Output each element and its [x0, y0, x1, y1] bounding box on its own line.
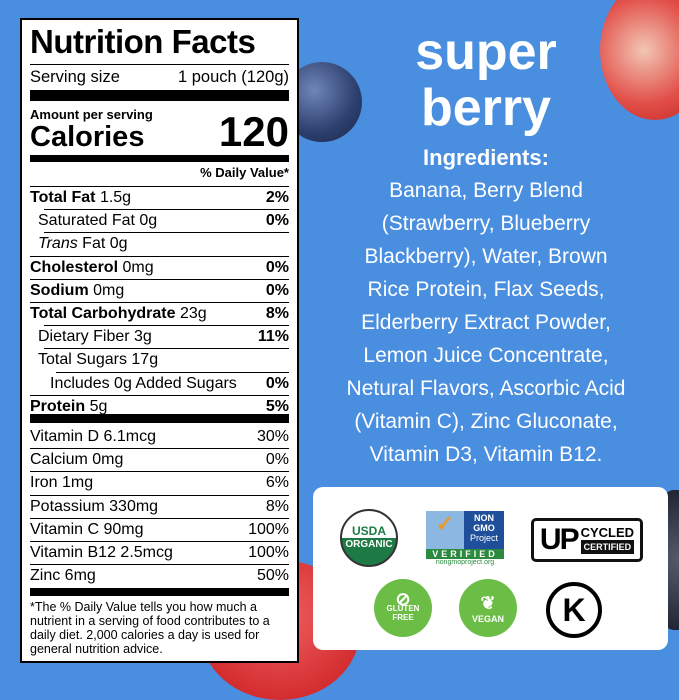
- certifications-panel: USDA ORGANIC ✓ NON GMO Project VERIFIED nong…: [313, 487, 668, 650]
- nutrient-row: Total Carbohydrate 23g 8%: [30, 305, 289, 322]
- nutrient-row: Trans Fat 0g: [38, 235, 128, 253]
- ingredient-line: Vitamin D3, Vitamin B12.: [369, 443, 603, 466]
- kosher-icon: K: [546, 582, 602, 638]
- ingredient-line: Elderberry Extract Powder,: [361, 311, 611, 334]
- serving-size: Serving size 1 pouch (120g): [30, 68, 289, 86]
- nutrient-row: Includes 0g Added Sugars 0%: [50, 374, 289, 392]
- gluten-free-icon: ⊘ GLUTEN FREE: [374, 579, 432, 637]
- non-gmo-verified-icon: ✓ NON GMO Project VERIFIED nongmoproject.or…: [426, 509, 504, 567]
- nutrition-facts-label: Nutrition Facts Serving size 1 pouch (120…: [20, 18, 299, 663]
- ingredient-line: (Strawberry, Blueberry: [381, 212, 591, 235]
- ingredients-list: Banana, Berry Blend (Strawberry, Blueberr…: [305, 174, 667, 471]
- ingredient-line: Lemon Juice Concentrate,: [363, 344, 609, 367]
- ingredient-line: Banana, Berry Blend: [389, 179, 583, 202]
- vitamin-row: Vitamin C 90mg 100%: [30, 520, 289, 538]
- nutrient-row: Total Sugars 17g: [38, 351, 159, 369]
- nutrient-row: Saturated Fat 0g 0%: [38, 212, 289, 230]
- product-name-line2: berry: [420, 79, 552, 137]
- vitamin-row: Calcium 0mg 0%: [30, 451, 289, 469]
- product-name-line1: super: [415, 23, 557, 81]
- nutrient-row: Sodium 0mg 0%: [30, 281, 289, 299]
- label-title: Nutrition Facts: [30, 23, 256, 60]
- usda-organic-icon: USDA ORGANIC: [340, 509, 398, 567]
- vitamin-row: Vitamin B12 2.5mcg 100%: [30, 544, 289, 561]
- vitamin-row: Vitamin D 6.1mcg 30%: [30, 428, 289, 445]
- calories-label: Calories: [30, 121, 145, 153]
- footnote: *The % Daily Value tells you how much a …: [30, 600, 270, 656]
- vitamin-row: Zinc 6mg 50%: [30, 567, 289, 585]
- nutrient-row: Dietary Fiber 3g 11%: [38, 328, 289, 346]
- ingredients-heading: Ingredients:: [423, 145, 549, 170]
- vegan-icon: ❦ VEGAN: [459, 579, 517, 637]
- ingredient-line: Blackberry), Water, Brown: [364, 245, 608, 268]
- daily-value-header: % Daily Value*: [200, 165, 289, 180]
- nutrient-row: Protein 5g 5%: [30, 397, 289, 415]
- upcycled-certified-icon: UP CYCLED CERTIFIED: [531, 518, 643, 562]
- vitamin-row: Potassium 330mg 8%: [30, 497, 289, 515]
- nutrient-row: Total Fat 1.5g 2%: [30, 189, 289, 206]
- ingredient-line: Rice Protein, Flax Seeds,: [367, 278, 605, 301]
- vitamin-row: Iron 1mg 6%: [30, 474, 289, 492]
- ingredient-line: Netural Flavors, Ascorbic Acid: [346, 377, 626, 400]
- nutrient-row: Cholesterol 0mg 0%: [30, 258, 289, 276]
- amount-per-serving: Amount per serving: [30, 107, 153, 122]
- calories-value: 120: [218, 108, 289, 155]
- ingredient-line: (Vitamin C), Zinc Gluconate,: [354, 410, 618, 433]
